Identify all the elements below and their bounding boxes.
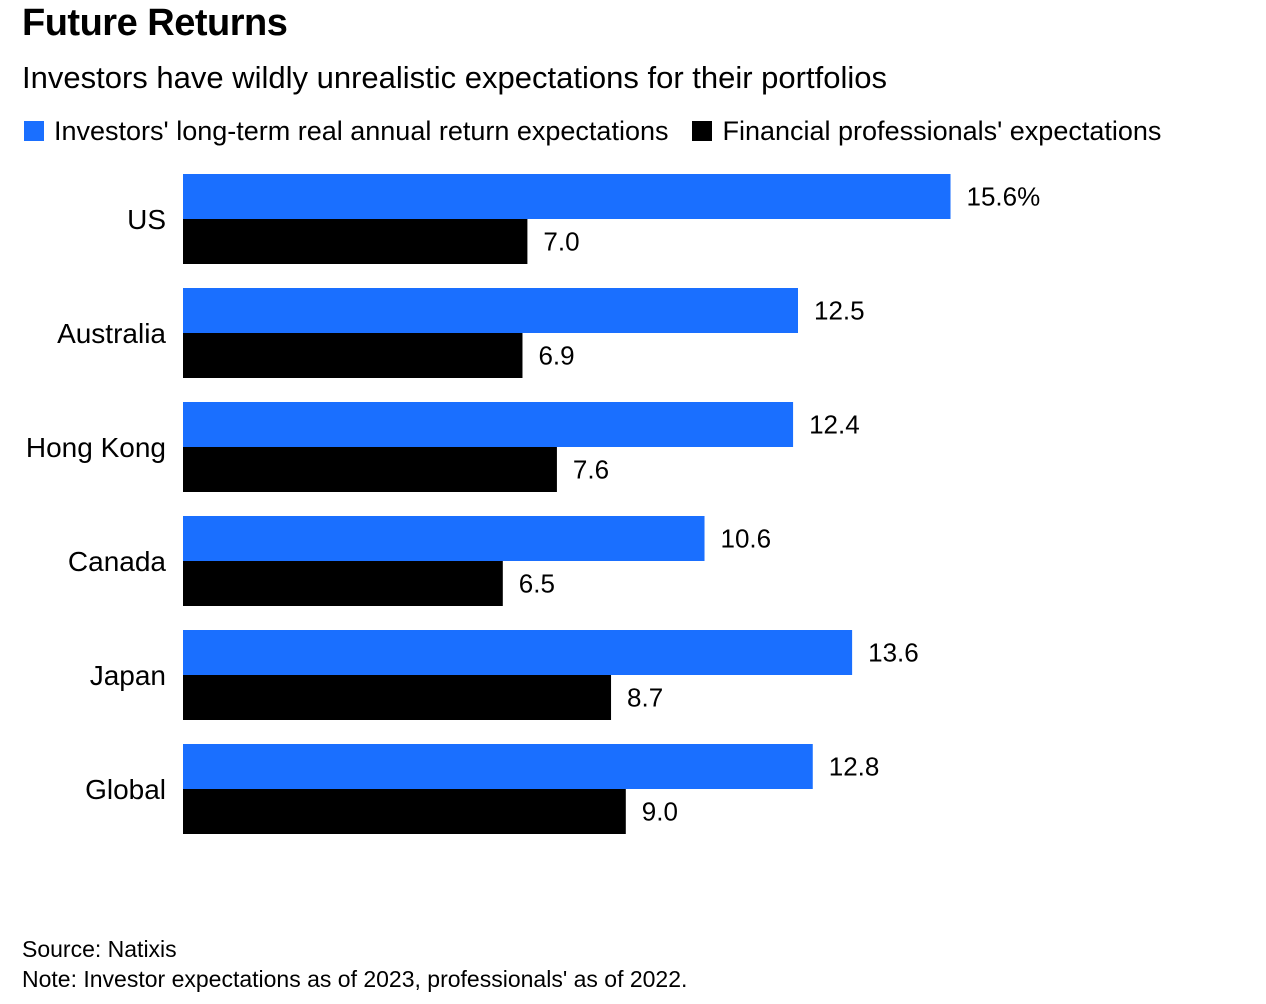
value-label-investors-us: 15.6% bbox=[967, 182, 1041, 212]
bar-investors-us bbox=[183, 174, 951, 219]
legend-item-professionals: Financial professionals' expectations bbox=[692, 116, 1161, 147]
category-label-global: Global bbox=[85, 774, 166, 805]
footnote: Note: Investor expectations as of 2023, … bbox=[22, 966, 688, 992]
category-label-japan: Japan bbox=[90, 660, 166, 691]
value-label-professionals-hong-kong: 7.6 bbox=[573, 455, 609, 485]
value-label-investors-hong-kong: 12.4 bbox=[809, 410, 860, 440]
value-label-professionals-us: 7.0 bbox=[543, 227, 579, 257]
bar-professionals-hong-kong bbox=[183, 447, 557, 492]
legend: Investors' long-term real annual return … bbox=[24, 114, 1185, 148]
value-label-professionals-canada: 6.5 bbox=[519, 569, 555, 599]
bar-professionals-canada bbox=[183, 561, 503, 606]
value-label-professionals-australia: 6.9 bbox=[538, 341, 574, 371]
bar-investors-japan bbox=[183, 630, 853, 675]
value-label-investors-global: 12.8 bbox=[829, 752, 880, 782]
value-label-investors-australia: 12.5 bbox=[814, 296, 865, 326]
bar-investors-hong-kong bbox=[183, 402, 794, 447]
bar-professionals-japan bbox=[183, 675, 612, 720]
bar-professionals-us bbox=[183, 219, 528, 264]
value-label-investors-japan: 13.6 bbox=[868, 638, 919, 668]
category-label-australia: Australia bbox=[57, 318, 166, 349]
chart-title: Future Returns bbox=[22, 2, 288, 44]
value-label-professionals-global: 9.0 bbox=[642, 797, 678, 827]
bar-professionals-global bbox=[183, 789, 626, 834]
category-label-us: US bbox=[127, 204, 166, 235]
value-label-investors-canada: 10.6 bbox=[721, 524, 772, 554]
bar-investors-australia bbox=[183, 288, 798, 333]
bar-professionals-australia bbox=[183, 333, 523, 378]
category-label-canada: Canada bbox=[68, 546, 167, 577]
legend-item-investors: Investors' long-term real annual return … bbox=[24, 116, 668, 147]
legend-label-investors: Investors' long-term real annual return … bbox=[54, 115, 669, 146]
value-label-professionals-japan: 8.7 bbox=[627, 683, 663, 713]
legend-label-professionals: Financial professionals' expectations bbox=[722, 115, 1162, 146]
legend-swatch-professionals bbox=[692, 121, 713, 141]
legend-swatch-investors bbox=[24, 121, 44, 141]
chart-subtitle: Investors have wildly unrealistic expect… bbox=[22, 60, 887, 95]
category-label-hong-kong: Hong Kong bbox=[26, 432, 166, 463]
source-note: Source: Natixis bbox=[22, 936, 177, 962]
bar-investors-global bbox=[183, 744, 813, 789]
bar-investors-canada bbox=[183, 516, 705, 561]
